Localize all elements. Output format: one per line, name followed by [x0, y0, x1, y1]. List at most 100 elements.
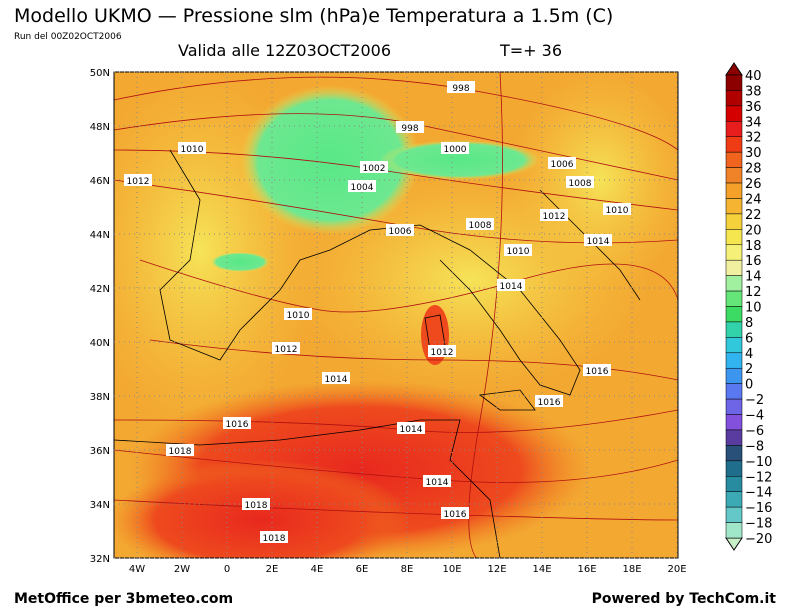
lat-label: 40N	[90, 338, 110, 349]
colorbar-label: −14	[745, 486, 772, 501]
isobar-label-bg	[540, 209, 568, 221]
lat-label: 50N	[90, 68, 110, 79]
colorbar-label: 12	[745, 285, 762, 300]
lon-label: 2E	[266, 564, 279, 575]
isobar-label-bg	[441, 507, 469, 519]
isobar-label-bg	[504, 244, 532, 256]
colorbar-label: 4	[745, 347, 753, 362]
isobar-label: 1002	[363, 164, 386, 174]
isobar-label-bg	[348, 180, 376, 192]
colorbar-label: 24	[745, 192, 762, 207]
colorbar-label: −16	[745, 501, 772, 516]
isobar-label: 1012	[431, 348, 454, 358]
isobar-label: 1004	[351, 183, 374, 193]
colorbar-cell	[725, 491, 743, 508]
isobar-label-bg	[124, 174, 152, 186]
colorbar-cell	[725, 213, 743, 230]
isobar-label-bg	[386, 224, 414, 236]
title: Modello UKMO — Pressione slm (hPa)e Temp…	[14, 5, 613, 27]
colorbar-label: 10	[745, 301, 762, 316]
lat-label: 34N	[90, 500, 110, 511]
colorbar-label: 2	[745, 362, 753, 377]
colorbar-label: 40	[745, 69, 762, 84]
isobar-label-bg	[166, 444, 194, 456]
colorbar-label: −2	[745, 393, 764, 408]
lat-label: 42N	[90, 284, 110, 295]
colorbar-label: 34	[745, 115, 762, 130]
isobar-label: 1006	[389, 227, 412, 237]
colorbar-label: 38	[745, 84, 762, 99]
isobar-label: 1014	[400, 425, 423, 435]
isobar-label-bg	[441, 142, 469, 154]
colorbar-cell	[725, 306, 743, 323]
colorbar-label: 8	[745, 316, 753, 331]
lat-label: 46N	[90, 176, 110, 187]
isobar-label: 1008	[569, 179, 592, 189]
isobar-label-bg	[423, 475, 451, 487]
colorbar-cell	[725, 367, 743, 384]
colorbar-cap-bottom	[725, 537, 743, 551]
step: T=+ 36	[499, 41, 562, 60]
colorbar-cell	[725, 398, 743, 415]
colorbar-label: −10	[745, 455, 772, 470]
isobar-label: 1016	[444, 510, 467, 520]
isobar-label: 1012	[127, 177, 150, 187]
lon-label: 18E	[622, 564, 641, 575]
isobar-label: 1014	[325, 375, 348, 385]
lon-label: 6E	[356, 564, 369, 575]
lon-label: 14E	[532, 564, 551, 575]
isobar-label-bg	[284, 308, 312, 320]
colorbar-cell	[725, 229, 743, 246]
colorbar-cell	[725, 121, 743, 137]
colorbar-cap-top	[725, 62, 743, 76]
lon-label: 16E	[577, 564, 596, 575]
lon-label: 4W	[129, 564, 145, 575]
colorbar-cell	[725, 275, 743, 292]
isobar-label: 1010	[507, 247, 530, 257]
colorbar-label: 30	[745, 146, 762, 161]
isobar-label: 1012	[543, 212, 566, 222]
isobar-label: 1010	[287, 311, 310, 321]
colorbar-cell	[725, 445, 743, 462]
isobar-label-bg	[178, 142, 206, 154]
colorbar-label: 26	[745, 177, 762, 192]
isobar-label-bg	[260, 531, 288, 543]
lon-label: 4E	[311, 564, 324, 575]
isobar-label-bg	[603, 203, 631, 215]
isobar-label-bg	[447, 81, 475, 93]
colorbar-label: −8	[745, 439, 764, 454]
isobar-label-bg	[360, 161, 388, 173]
colorbar-cell	[725, 506, 743, 523]
colorbar-label: 0	[745, 378, 753, 393]
isobar-label: 1014	[426, 478, 449, 488]
footer-right: Powered by TechCom.it	[592, 591, 777, 607]
colorbar-cell	[725, 522, 743, 539]
colorbar-cell	[725, 476, 743, 492]
lon-label: 12E	[487, 564, 506, 575]
lon-label: 8E	[401, 564, 414, 575]
isobar-label: 1012	[275, 345, 298, 355]
lon-label: 10E	[442, 564, 461, 575]
lon-label: 0	[224, 564, 230, 575]
map-frame	[113, 71, 679, 559]
colorbar-label: −6	[745, 424, 764, 439]
isobar-label-bg	[272, 342, 300, 354]
map-field	[114, 72, 678, 558]
isobar-label: 1010	[606, 206, 629, 216]
colorbar-cell	[725, 429, 743, 446]
isobar-label-bg	[583, 364, 611, 376]
colorbar-label: 20	[745, 223, 762, 238]
colorbar-cell	[725, 151, 743, 168]
isobar-label-bg	[396, 121, 424, 133]
isobar-label-bg	[466, 218, 494, 230]
colorbar-cell	[725, 90, 743, 107]
colorbar-cell	[725, 337, 743, 354]
colorbar-label: −4	[745, 409, 764, 424]
colorbar-label: 22	[745, 208, 762, 223]
isobar-label: 1016	[586, 367, 609, 377]
isobar-label: 998	[401, 124, 418, 134]
colorbar-label: −20	[745, 532, 772, 547]
isobar-label: 1014	[500, 282, 523, 292]
isobar-label: 1016	[226, 420, 249, 430]
